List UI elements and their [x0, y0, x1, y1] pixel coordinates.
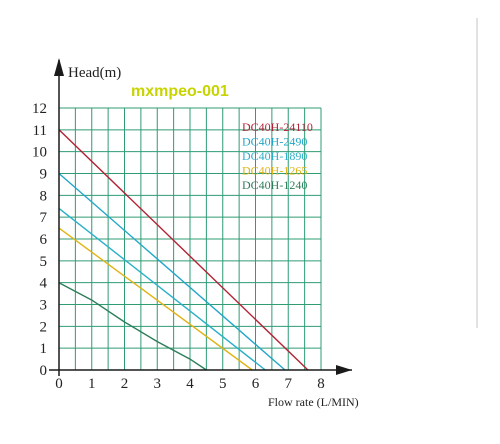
y-tick-label: 8 — [40, 188, 48, 204]
x-tick-label: 3 — [154, 376, 162, 392]
series-line — [58, 227, 253, 371]
x-tick-label: 5 — [219, 376, 227, 392]
y-tick-label: 1 — [40, 341, 48, 357]
axes — [49, 58, 352, 376]
series-line — [58, 207, 266, 371]
y-tick-label: 0 — [40, 363, 48, 379]
legend-entry: DC40H-1265 — [242, 164, 307, 178]
y-tick-label: 6 — [40, 232, 48, 248]
series-line — [58, 282, 207, 371]
legend-entry: DC40H-2490 — [242, 135, 307, 149]
series-lines — [58, 129, 309, 371]
x-tick-label: 0 — [55, 376, 63, 392]
y-tick-label: 11 — [33, 123, 47, 139]
series-line — [58, 129, 309, 371]
x-tick-label: 2 — [121, 376, 129, 392]
y-tick-label: 10 — [32, 145, 47, 161]
watermark-text: mxmpeo-001 — [131, 83, 229, 100]
legend-entry: DC40H-24110 — [242, 120, 313, 134]
series-line — [58, 172, 286, 371]
page-edge-divider — [476, 18, 478, 328]
y-tick-label: 9 — [40, 167, 48, 183]
legend-entry: DC40H-1240 — [242, 178, 307, 192]
y-tick-label: 3 — [40, 298, 48, 314]
legend: DC40H-24110DC40H-2490DC40H-1890DC40H-126… — [242, 120, 313, 192]
legend-entry: DC40H-1890 — [242, 149, 307, 163]
y-tick-label: 7 — [40, 210, 48, 226]
y-tick-label: 5 — [40, 254, 48, 270]
x-tick-label: 4 — [186, 376, 194, 392]
x-tick-label: 7 — [285, 376, 293, 392]
x-axis-arrow — [336, 365, 352, 375]
x-tick-label: 8 — [317, 376, 325, 392]
x-tick-label: 1 — [88, 376, 96, 392]
y-tick-label: 2 — [40, 319, 48, 335]
y-tick-label: 4 — [40, 276, 48, 292]
x-tick-label: 6 — [252, 376, 260, 392]
y-axis-title: Head(m) — [68, 65, 121, 81]
y-axis-arrow — [54, 58, 64, 76]
y-tick-label: 12 — [32, 101, 47, 117]
x-axis-title: Flow rate (L/MIN) — [268, 395, 359, 409]
